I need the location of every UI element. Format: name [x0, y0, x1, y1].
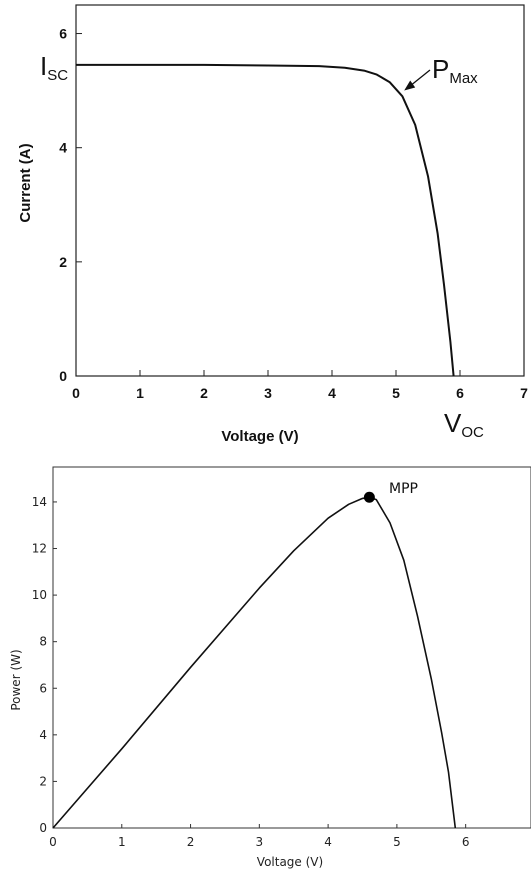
mpp-marker: [363, 491, 375, 503]
voc-label: VOC: [444, 408, 484, 441]
iv-y-tick-label: 6: [59, 26, 67, 42]
iv-x-axis-title: Voltage (V): [221, 428, 298, 445]
iv-y-axis-title: Current (A): [17, 143, 34, 222]
pv-x-tick-label: 6: [462, 835, 470, 849]
pv-x-tick-label: 5: [393, 835, 401, 849]
iv-x-tick-label: 4: [328, 385, 336, 401]
pv-y-tick-label: 6: [39, 681, 47, 695]
iv-x-tick-label: 1: [136, 385, 144, 401]
pv-x-tick-label: 0: [49, 835, 57, 849]
pv-y-tick-label: 2: [39, 774, 47, 788]
pv-x-tick-label: 2: [187, 835, 195, 849]
pv-y-axis-title: Power (W): [9, 649, 23, 710]
pv-y-tick-label: 8: [39, 635, 47, 649]
isc-label: ISC: [40, 51, 68, 84]
iv-y-tick-label: 0: [59, 368, 67, 384]
pv-y-tick-label: 4: [39, 728, 47, 742]
iv-y-tick-label: 4: [59, 140, 67, 156]
pmax-label: PMax: [432, 54, 478, 87]
iv-x-tick-label: 7: [520, 385, 528, 401]
pv-x-tick-label: 3: [256, 835, 264, 849]
pv-x-tick-label: 1: [118, 835, 126, 849]
mpp-label: MPP: [389, 481, 418, 497]
pv-y-tick-label: 14: [32, 495, 47, 509]
iv-y-tick-label: 2: [59, 254, 67, 270]
pv-y-tick-label: 12: [32, 542, 47, 556]
pv-y-tick-label: 10: [32, 588, 47, 602]
pv-y-tick-label: 0: [39, 821, 47, 835]
iv-x-tick-label: 5: [392, 385, 400, 401]
iv-curve: [76, 63, 455, 377]
iv-plot-frame: [75, 4, 525, 377]
iv-x-tick-label: 3: [264, 385, 272, 401]
iv-x-tick-label: 0: [72, 385, 80, 401]
pv-x-axis-title: Voltage (V): [257, 855, 323, 869]
pv-plot-frame: [52, 466, 531, 829]
pv-curve: [52, 496, 457, 829]
pv-x-tick-label: 4: [324, 835, 332, 849]
iv-x-tick-label: 2: [200, 385, 208, 401]
iv-x-tick-label: 6: [456, 385, 464, 401]
pmax-arrow-head: [404, 80, 416, 91]
